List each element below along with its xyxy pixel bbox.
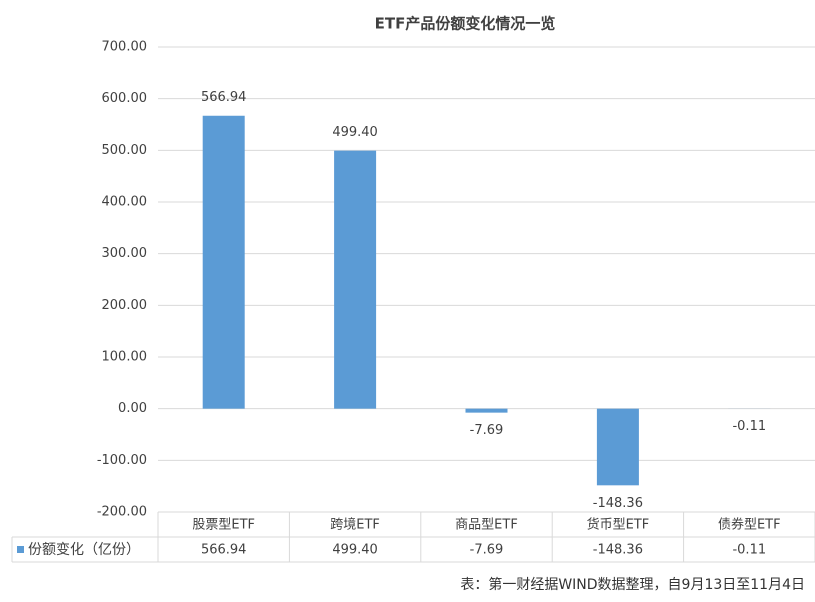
legend-marker xyxy=(17,546,24,553)
y-tick-label: 400.00 xyxy=(102,195,148,210)
table-value: -0.11 xyxy=(732,543,766,558)
y-tick-label: 200.00 xyxy=(102,298,148,313)
bar xyxy=(202,115,245,409)
y-tick-label: 300.00 xyxy=(102,246,148,261)
table-value: 499.40 xyxy=(332,543,378,558)
x-tick-label: 股票型ETF xyxy=(192,518,255,533)
y-tick-label: -200.00 xyxy=(97,505,147,520)
y-tick-label: 0.00 xyxy=(118,401,147,416)
table-value: -7.69 xyxy=(470,543,504,558)
x-tick-label: 货币型ETF xyxy=(587,517,650,533)
y-tick-label: 600.00 xyxy=(102,91,148,106)
data-label: 499.40 xyxy=(332,125,378,140)
data-label: 566.94 xyxy=(201,90,247,105)
x-tick-label: 债券型ETF xyxy=(718,517,781,533)
source-note: 表：第一财经据WIND数据整理，自9月13日至11月4日 xyxy=(460,576,805,593)
x-tick-label: 跨境ETF xyxy=(330,518,380,533)
y-tick-label: -100.00 xyxy=(97,453,147,468)
x-tick-label: 商品型ETF xyxy=(455,518,518,533)
data-label: -0.11 xyxy=(732,419,766,434)
table-value: 566.94 xyxy=(201,543,247,558)
y-tick-label: 700.00 xyxy=(102,40,148,55)
bar xyxy=(596,408,639,486)
y-tick-label: 100.00 xyxy=(102,350,148,365)
table-value: -148.36 xyxy=(593,543,643,558)
legend-label: 份额变化（亿份） xyxy=(28,542,140,558)
data-label: -148.36 xyxy=(593,496,643,511)
data-label: -7.69 xyxy=(470,423,504,438)
bar xyxy=(465,408,508,413)
y-tick-label: 500.00 xyxy=(102,143,148,158)
bar xyxy=(334,150,377,409)
chart-title: ETF产品份额变化情况一览 xyxy=(375,15,556,33)
